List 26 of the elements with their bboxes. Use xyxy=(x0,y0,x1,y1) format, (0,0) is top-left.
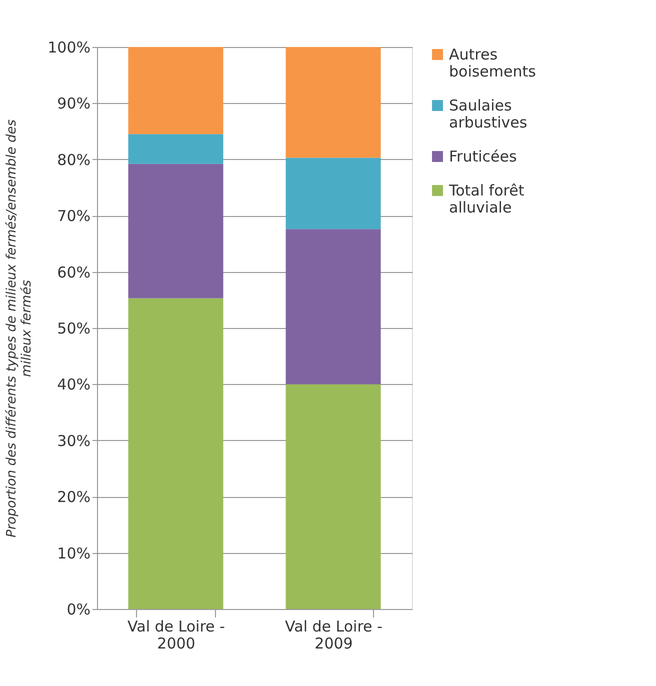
x-tick-label: Val de Loire - 2000 xyxy=(128,618,225,652)
y-tick-label: 40% xyxy=(57,376,90,394)
y-tick-label: 90% xyxy=(57,94,90,113)
y-axis-title: Proportion des différents types de milieux fermés/ensemble des milieux fermés xyxy=(4,119,35,538)
bar xyxy=(286,229,381,384)
bar xyxy=(286,47,381,158)
bar xyxy=(128,298,224,609)
bar xyxy=(128,134,224,164)
x-tick-label: Val de Loire - 2009 xyxy=(285,618,382,652)
bar xyxy=(286,158,381,230)
y-tick-label: 100% xyxy=(48,38,90,56)
y-tick-label: 70% xyxy=(57,207,90,226)
bar xyxy=(128,47,224,134)
y-tick-label: 0% xyxy=(66,600,90,618)
y-tick-label: 60% xyxy=(57,263,90,282)
legend-label: Total forêt alluviale xyxy=(448,182,524,216)
legend-label: Autres boisements xyxy=(449,46,536,80)
y-tick-label: 30% xyxy=(57,432,90,450)
legend-label: Saulaies arbustives xyxy=(449,96,528,132)
legend-label: Fruticées xyxy=(449,148,517,166)
bar xyxy=(286,384,381,609)
y-tick-label: 80% xyxy=(57,150,90,169)
y-tick-label: 50% xyxy=(57,320,90,338)
y-tick-label: 10% xyxy=(57,544,90,562)
bar xyxy=(128,164,224,298)
y-tick-label: 20% xyxy=(57,488,90,506)
